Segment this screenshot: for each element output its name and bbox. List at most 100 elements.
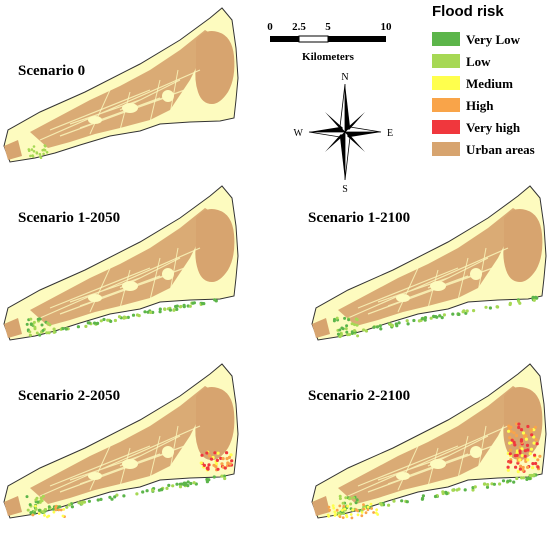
flood-point <box>518 449 522 453</box>
flood-point <box>328 508 331 512</box>
flood-point <box>538 454 542 458</box>
flood-point <box>455 488 459 492</box>
map-s2-2100 <box>311 363 547 520</box>
flood-point <box>219 456 223 460</box>
flood-point <box>520 476 524 480</box>
flood-point <box>533 425 537 429</box>
flood-point <box>405 500 409 504</box>
flood-point <box>65 505 69 509</box>
flood-point <box>387 503 391 507</box>
flood-point <box>146 310 150 314</box>
flood-point <box>536 465 540 469</box>
flood-point <box>400 499 404 503</box>
flood-point <box>225 451 229 455</box>
flood-point <box>137 314 141 318</box>
flood-point <box>141 490 145 494</box>
flood-point <box>80 500 84 504</box>
flood-point <box>532 435 536 439</box>
flood-point <box>113 495 117 499</box>
flood-point <box>473 485 477 489</box>
flood-point <box>463 488 467 492</box>
flood-point <box>532 298 536 302</box>
flood-point <box>429 316 433 320</box>
flood-point <box>178 482 182 486</box>
flood-point <box>515 422 519 426</box>
flood-point <box>520 454 524 458</box>
flood-point <box>506 465 510 469</box>
flood-point <box>506 468 510 472</box>
flood-point <box>445 492 449 496</box>
flood-point <box>51 507 56 511</box>
flood-point <box>222 474 226 478</box>
flood-point <box>202 463 206 467</box>
flood-point <box>41 148 44 152</box>
flood-point <box>423 316 428 320</box>
legend-swatch <box>432 98 460 112</box>
map-s1-2100 <box>311 185 547 341</box>
flood-point <box>216 467 220 471</box>
flood-point <box>199 461 203 465</box>
flood-point <box>348 333 351 337</box>
flood-point <box>509 425 513 429</box>
flood-point <box>340 508 344 512</box>
flood-point <box>43 148 47 152</box>
scenario-label: Scenario 2-2100 <box>308 388 410 404</box>
flood-point <box>159 487 163 492</box>
legend-title: Flood risk <box>432 3 504 20</box>
flood-point <box>36 500 40 504</box>
flood-point <box>353 323 356 327</box>
flood-point <box>524 437 528 441</box>
flood-point <box>331 504 335 508</box>
flood-point <box>531 466 535 470</box>
flood-point <box>106 318 110 322</box>
flood-point <box>346 504 349 508</box>
flood-point <box>524 434 528 438</box>
flood-point <box>225 457 229 461</box>
flood-point <box>70 505 74 509</box>
flood-point <box>343 316 347 320</box>
flood-point <box>526 458 530 462</box>
flood-point <box>369 502 373 506</box>
flood-point <box>108 495 112 499</box>
flood-point <box>508 448 512 452</box>
flood-point <box>421 496 425 500</box>
flood-point <box>36 317 40 321</box>
flood-point <box>46 515 49 519</box>
flood-point <box>34 507 38 511</box>
flood-point <box>519 464 523 468</box>
flood-point <box>378 324 382 328</box>
flood-point <box>349 502 353 506</box>
flood-point <box>518 301 522 305</box>
flood-point <box>356 334 360 338</box>
flood-point <box>122 494 126 498</box>
flood-point <box>406 322 410 326</box>
flood-point <box>510 438 514 442</box>
flood-point <box>526 424 530 429</box>
flood-point <box>350 322 354 326</box>
flood-point <box>87 499 91 503</box>
flood-point <box>442 313 446 317</box>
flood-point <box>41 510 45 514</box>
flood-point <box>212 475 216 479</box>
legend-swatch <box>432 32 460 46</box>
flood-point <box>143 310 147 314</box>
scale-bar: 0 2.5 5 10 Kilometers <box>267 21 392 63</box>
flood-point <box>534 438 538 442</box>
flood-point <box>464 311 468 315</box>
flood-point <box>93 321 97 325</box>
flood-point <box>533 453 537 457</box>
flood-point <box>31 155 35 158</box>
flood-point <box>438 314 442 318</box>
flood-point <box>352 496 356 500</box>
flood-point <box>353 329 356 332</box>
flood-point <box>172 308 176 312</box>
flood-point <box>335 508 339 512</box>
flood-point <box>519 428 524 432</box>
flood-point <box>200 453 204 457</box>
flood-point <box>192 301 196 305</box>
flood-point <box>495 305 499 309</box>
flood-point <box>62 508 66 511</box>
flood-point <box>492 482 496 486</box>
flood-point <box>379 327 383 331</box>
north-arrow-icon: N S E W <box>294 72 394 195</box>
